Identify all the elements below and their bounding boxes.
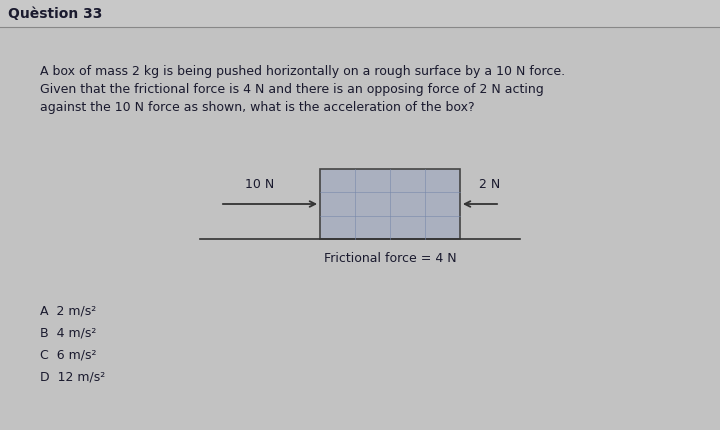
Text: D  12 m/s²: D 12 m/s² — [40, 370, 105, 383]
Text: Quèstion 33: Quèstion 33 — [8, 7, 102, 21]
Bar — [0, 0, 720, 28]
Text: A  2 m/s²: A 2 m/s² — [40, 304, 96, 317]
Text: 2 N: 2 N — [480, 178, 500, 190]
Text: 10 N: 10 N — [246, 178, 274, 190]
Text: A box of mass 2 kg is being pushed horizontally on a rough surface by a 10 N for: A box of mass 2 kg is being pushed horiz… — [40, 65, 565, 78]
Text: C  6 m/s²: C 6 m/s² — [40, 348, 96, 361]
Text: B  4 m/s²: B 4 m/s² — [40, 326, 96, 339]
Text: Given that the frictional force is 4 N and there is an opposing force of 2 N act: Given that the frictional force is 4 N a… — [40, 83, 544, 96]
Bar — [320, 169, 460, 240]
Text: Frictional force = 4 N: Frictional force = 4 N — [324, 252, 456, 264]
Text: against the 10 N force as shown, what is the acceleration of the box?: against the 10 N force as shown, what is… — [40, 101, 474, 114]
